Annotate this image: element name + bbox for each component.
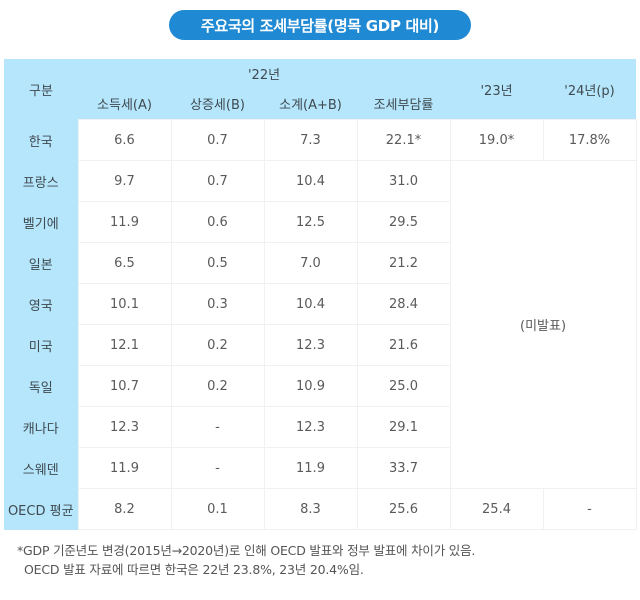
- header-category: 구분: [4, 59, 78, 120]
- cell-inheritance-gift-tax: 0.7: [170, 160, 265, 202]
- row-label: 한국: [4, 119, 78, 161]
- unpublished-note: (미발표): [449, 160, 637, 489]
- table-row-uk: 영국 10.1 0.3 10.4 28.4: [4, 283, 636, 325]
- row-label: 벨기에: [4, 201, 78, 243]
- cell-tax-burden-23: 25.4: [449, 488, 544, 530]
- cell-tax-burden-22: 25.0: [356, 365, 451, 407]
- table-row-korea: 한국 6.6 0.7 7.3 22.1* 19.0* 17.8%: [4, 119, 637, 161]
- cell-tax-burden-22: 28.4: [356, 283, 451, 325]
- cell-tax-burden-22: 31.0: [356, 160, 451, 202]
- header-inheritance-gift-tax: 상증세(B): [171, 87, 264, 120]
- cell-income-tax: 10.1: [77, 283, 172, 325]
- footnote-line-1: *GDP 기준년도 변경(2015년→2020년)로 인해 OECD 발표와 정…: [17, 543, 476, 558]
- cell-inheritance-gift-tax: -: [170, 447, 265, 489]
- cell-income-tax: 11.9: [77, 447, 172, 489]
- header-row-2: 소득세(A) 상증세(B) 소계(A+B) 조세부담률: [4, 87, 636, 120]
- table-row-sweden: 스웨덴 11.9 - 11.9 33.7: [4, 447, 636, 489]
- cell-income-tax: 9.7: [77, 160, 172, 202]
- cell-inheritance-gift-tax: -: [170, 406, 265, 448]
- row-label: 영국: [4, 283, 78, 325]
- footnote: *GDP 기준년도 변경(2015년→2020년)로 인해 OECD 발표와 정…: [17, 541, 627, 579]
- table-row-germany: 독일 10.7 0.2 10.9 25.0: [4, 365, 636, 407]
- cell-subtotal: 7.0: [263, 242, 358, 284]
- table-row-belgium: 벨기에 11.9 0.6 12.5 29.5: [4, 201, 636, 243]
- cell-income-tax: 12.3: [77, 406, 172, 448]
- cell-tax-burden-22: 21.2: [356, 242, 451, 284]
- cell-tax-burden-24: -: [542, 488, 637, 530]
- header-tax-burden: 조세부담률: [357, 87, 451, 120]
- cell-tax-burden-23: 19.0*: [449, 119, 544, 161]
- cell-subtotal: 8.3: [263, 488, 358, 530]
- table-row-canada: 캐나다 12.3 - 12.3 29.1: [4, 406, 636, 448]
- cell-tax-burden-22: 22.1*: [356, 119, 451, 161]
- cell-tax-burden-22: 33.7: [356, 447, 451, 489]
- cell-income-tax: 12.1: [77, 324, 172, 366]
- cell-subtotal: 11.9: [263, 447, 358, 489]
- header-income-tax: 소득세(A): [78, 87, 171, 120]
- row-label: 캐나다: [4, 406, 78, 448]
- header-year-24: '24년(p): [543, 59, 637, 120]
- cell-subtotal: 12.5: [263, 201, 358, 243]
- header-year-23: '23년: [450, 59, 544, 120]
- cell-income-tax: 10.7: [77, 365, 172, 407]
- row-label: 일본: [4, 242, 78, 284]
- cell-inheritance-gift-tax: 0.2: [170, 324, 265, 366]
- cell-inheritance-gift-tax: 0.6: [170, 201, 265, 243]
- cell-income-tax: 6.6: [77, 119, 172, 161]
- row-label: 미국: [4, 324, 78, 366]
- table-row-france: 프랑스 9.7 0.7 10.4 31.0 (미발표): [4, 160, 637, 489]
- cell-income-tax: 11.9: [77, 201, 172, 243]
- header-row-1: 구분 '22년 '23년 '24년(p): [4, 59, 637, 120]
- cell-subtotal: 10.4: [263, 160, 358, 202]
- cell-subtotal: 12.3: [263, 324, 358, 366]
- cell-inheritance-gift-tax: 0.7: [170, 119, 265, 161]
- cell-subtotal: 7.3: [263, 119, 358, 161]
- cell-subtotal: 10.4: [263, 283, 358, 325]
- header-subtotal: 소계(A+B): [264, 87, 357, 120]
- cell-inheritance-gift-tax: 0.1: [170, 488, 265, 530]
- footnote-line-2: OECD 발표 자료에 따르면 한국은 22년 23.8%, 23년 20.4%…: [24, 562, 364, 577]
- table-row-oecd-average: OECD 평균 8.2 0.1 8.3 25.6 25.4 -: [4, 488, 637, 530]
- row-label: 독일: [4, 365, 78, 407]
- cell-subtotal: 12.3: [263, 406, 358, 448]
- cell-income-tax: 6.5: [77, 242, 172, 284]
- cell-tax-burden-22: 29.1: [356, 406, 451, 448]
- cell-tax-burden-24: 17.8%: [542, 119, 637, 161]
- cell-inheritance-gift-tax: 0.2: [170, 365, 265, 407]
- row-label: 프랑스: [4, 160, 78, 202]
- cell-income-tax: 8.2: [77, 488, 172, 530]
- cell-subtotal: 10.9: [263, 365, 358, 407]
- cell-inheritance-gift-tax: 0.5: [170, 242, 265, 284]
- cell-tax-burden-22: 25.6: [356, 488, 451, 530]
- header-year-22: '22년: [78, 59, 451, 87]
- page-title: 주요국의 조세부담률(명목 GDP 대비): [169, 10, 471, 40]
- cell-inheritance-gift-tax: 0.3: [170, 283, 265, 325]
- row-label: OECD 평균: [4, 488, 78, 530]
- tax-burden-table: 구분 '22년 '23년 '24년(p) 소득세(A) 상증세(B) 소계(A+…: [4, 59, 637, 530]
- cell-tax-burden-22: 29.5: [356, 201, 451, 243]
- table-row-usa: 미국 12.1 0.2 12.3 21.6: [4, 324, 636, 366]
- row-label: 스웨덴: [4, 447, 78, 489]
- cell-tax-burden-22: 21.6: [356, 324, 451, 366]
